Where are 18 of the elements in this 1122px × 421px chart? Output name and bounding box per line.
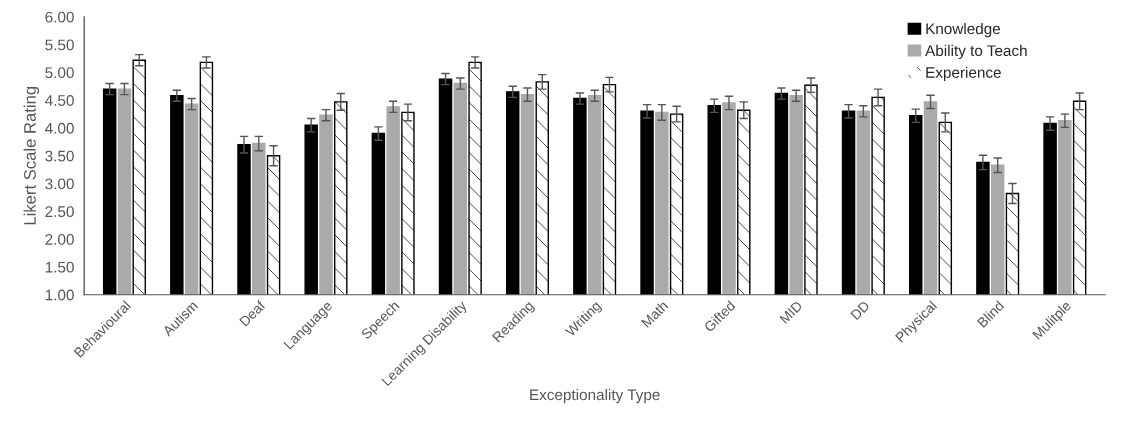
y-axis-title: Likert Scale Rating	[23, 86, 40, 225]
x-tick-label: DD	[850, 300, 870, 321]
legend-label: Ability to Teach	[925, 44, 1027, 60]
y-tick-label: 5.50	[45, 39, 74, 51]
y-tick-label: 3.00	[45, 178, 74, 190]
y-tick-label: 6.00	[45, 11, 74, 23]
y-tick-label: 3.50	[45, 150, 74, 162]
y-tick-label: 1.00	[45, 289, 74, 301]
legend-label: Knowledge	[926, 22, 1001, 38]
y-tick-label: 5.00	[45, 67, 74, 79]
x-tick-label: MID	[779, 300, 803, 324]
y-tick-label: 4.00	[45, 122, 74, 134]
y-tick-label: 2.50	[45, 206, 74, 218]
legend-label: Experience	[926, 66, 1001, 81]
y-tick-label: 4.50	[45, 95, 74, 106]
y-tick-label: 1.50	[45, 261, 74, 273]
x-axis-title: Exceptionality Type	[530, 388, 660, 404]
y-tick-label: 2.00	[45, 234, 74, 245]
